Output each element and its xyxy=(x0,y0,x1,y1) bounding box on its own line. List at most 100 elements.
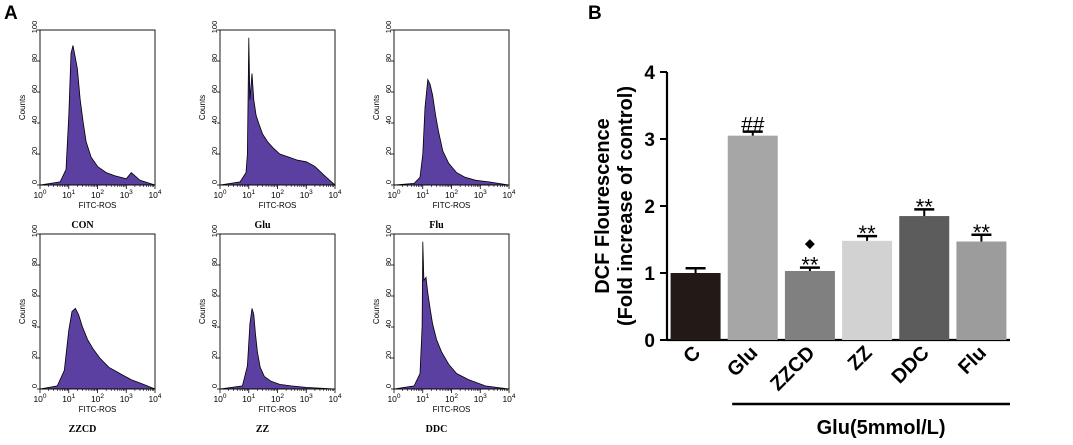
y-tick-label: 0 xyxy=(210,180,219,184)
bar-flu xyxy=(956,241,1007,340)
x-tick-label: 101 xyxy=(242,393,255,404)
histogram-area xyxy=(39,45,156,186)
category-label: Glu xyxy=(723,342,762,381)
histogram-flu: 0 20 40 60 80 100 100 101 102 103 104 FITC-ROS Count… xyxy=(372,21,516,231)
y-tick-label: 1 xyxy=(644,264,655,285)
x-tick-label: 104 xyxy=(148,189,161,200)
y-tick-label: 80 xyxy=(384,54,393,62)
bar-ddc xyxy=(899,216,950,340)
y-tick-label: 20 xyxy=(384,147,393,155)
y-tick-label: 20 xyxy=(210,351,219,359)
histogram-zzcd: 0 20 40 60 80 100 100 101 102 103 104 FITC-ROS Count… xyxy=(18,225,162,435)
y-tick-label: 4 xyxy=(644,63,655,84)
x-tick-label: 104 xyxy=(328,393,341,404)
significance-label: ** xyxy=(859,221,877,246)
x-tick-label: 102 xyxy=(445,393,458,404)
plot-frame xyxy=(39,29,156,186)
bar-group-zz: ** ZZ xyxy=(842,221,893,375)
bar-zz xyxy=(842,240,893,340)
x-tick-label: 101 xyxy=(416,189,429,200)
y-tick-label: 100 xyxy=(384,21,393,34)
y-axis-label: Counts xyxy=(198,299,207,324)
y-tick-label: 40 xyxy=(30,320,39,328)
bar-group-glu: ## Glu xyxy=(723,114,778,381)
y-axis-label-line1: DCF Flourescence xyxy=(592,118,614,294)
x-tick-label: 103 xyxy=(120,189,133,200)
y-axis-label: DCF Flourescence (Fold increase of contro… xyxy=(592,86,637,326)
x-tick-label: 102 xyxy=(271,189,284,200)
y-tick-label: 0 xyxy=(644,331,655,352)
bar-group-flu: ** Flu xyxy=(954,220,1007,379)
y-tick-label: 60 xyxy=(30,85,39,93)
x-tick-label: 102 xyxy=(445,189,458,200)
histogram-title: ZZ xyxy=(256,424,270,435)
histogram-title: ZZCD xyxy=(69,424,97,435)
y-axis-label: Counts xyxy=(198,95,207,120)
x-tick-label: 101 xyxy=(242,189,255,200)
histogram-zz: 0 20 40 60 80 100 100 101 102 103 104 FITC-ROS Count… xyxy=(198,225,342,435)
category-label: DDC xyxy=(888,342,934,388)
histogram-area xyxy=(39,307,156,390)
y-tick-label: 80 xyxy=(210,258,219,266)
x-tick-label: 101 xyxy=(62,393,75,404)
histogram-ddc: 0 20 40 60 80 100 100 101 102 103 104 FITC-ROS Count… xyxy=(372,225,516,435)
y-tick-label: 40 xyxy=(210,116,219,124)
y-tick-label: 40 xyxy=(210,320,219,328)
plot-frame xyxy=(393,29,510,186)
panel-a-letter: A xyxy=(4,3,18,24)
y-tick-label: 40 xyxy=(384,116,393,124)
y-tick-label: 20 xyxy=(30,147,39,155)
y-tick-label: 80 xyxy=(210,54,219,62)
y-tick-label: 20 xyxy=(30,351,39,359)
x-tick-label: 100 xyxy=(213,189,226,200)
category-label: ZZCD xyxy=(766,342,819,395)
y-tick-label: 100 xyxy=(30,225,39,238)
y-tick-label: 2 xyxy=(644,197,655,218)
y-tick-label: 60 xyxy=(30,289,39,297)
x-tick-label: 100 xyxy=(33,393,46,404)
x-tick-label: 104 xyxy=(328,189,341,200)
bar-c xyxy=(670,273,721,340)
y-axis-label: Counts xyxy=(18,299,27,324)
x-tick-label: 102 xyxy=(271,393,284,404)
bar-zzcd xyxy=(784,270,835,340)
x-axis-label: FITC-ROS xyxy=(79,405,117,414)
y-axis-label-line2: (Fold increase of control) xyxy=(615,86,637,326)
y-tick-label: 0 xyxy=(210,384,219,388)
y-axis-label: Counts xyxy=(18,95,27,120)
y-tick-label: 0 xyxy=(384,384,393,388)
x-tick-label: 100 xyxy=(33,189,46,200)
significance-label: ## xyxy=(741,114,765,137)
x-tick-label: 100 xyxy=(387,393,400,404)
y-tick-label: 60 xyxy=(384,289,393,297)
y-tick-label: 40 xyxy=(30,116,39,124)
x-axis-label: FITC-ROS xyxy=(259,405,297,414)
x-tick-label: 103 xyxy=(300,393,313,404)
y-tick-label: 60 xyxy=(210,289,219,297)
histogram-area xyxy=(393,241,510,390)
histogram-glu: 0 20 40 60 80 100 100 101 102 103 104 FITC-ROS Count… xyxy=(198,21,342,231)
bar-chart: 0 1 2 3 4 DCF Flourescence (Fold increase of c… xyxy=(592,63,1010,439)
x-tick-label: 100 xyxy=(213,393,226,404)
y-tick-label: 3 xyxy=(644,130,655,151)
x-tick-label: 103 xyxy=(300,189,313,200)
x-tick-label: 104 xyxy=(502,189,515,200)
x-tick-label: 101 xyxy=(62,189,75,200)
bar-glu xyxy=(727,135,778,340)
x-tick-label: 103 xyxy=(120,393,133,404)
y-tick-label: 0 xyxy=(30,180,39,184)
x-tick-label: 102 xyxy=(91,189,104,200)
category-label: Flu xyxy=(954,342,991,379)
x-tick-label: 102 xyxy=(91,393,104,404)
histogram-panels: 0 20 40 60 80 100 100 101 102 103 104 FITC-ROS Count… xyxy=(18,21,516,435)
y-tick-label: 60 xyxy=(384,85,393,93)
x-tick-label: 104 xyxy=(148,393,161,404)
histogram-title: CON xyxy=(71,220,94,231)
y-tick-label: 40 xyxy=(384,320,393,328)
y-tick-label: 100 xyxy=(30,21,39,34)
y-tick-label: 20 xyxy=(210,147,219,155)
y-tick-label: 80 xyxy=(30,54,39,62)
y-tick-label: 100 xyxy=(210,21,219,34)
histogram-title: Flu xyxy=(429,220,444,231)
x-axis-label: FITC-ROS xyxy=(79,201,117,210)
